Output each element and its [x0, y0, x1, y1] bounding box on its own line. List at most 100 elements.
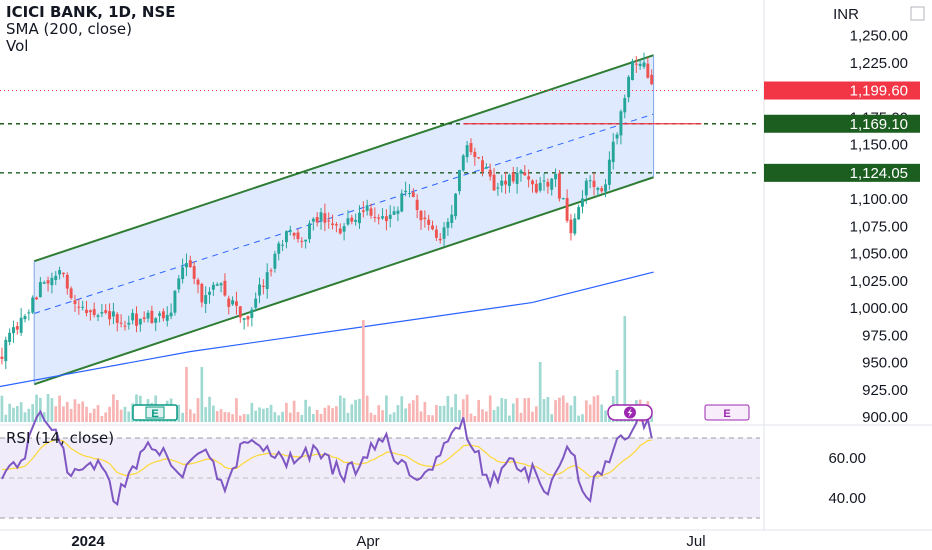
candle-body — [281, 244, 285, 246]
price-axis[interactable]: INR 900.00 925.00 950.00 975.00 1,000.00 1,025… — [764, 6, 925, 507]
candle-body — [196, 279, 200, 285]
price-tick-label: 1,075.00 — [850, 218, 908, 235]
last-price-tag-text: 1,199.60 — [850, 83, 908, 100]
price-tick-label: 1,100.00 — [850, 191, 908, 208]
candle-body — [623, 98, 627, 113]
upcoming-earnings-marker[interactable]: E — [704, 404, 750, 421]
candle-body — [507, 174, 511, 186]
candle-body — [415, 199, 419, 211]
candle-body — [327, 220, 331, 222]
volume-bar — [204, 407, 208, 422]
volume-bar — [392, 412, 396, 422]
sma-legend-label[interactable]: SMA (200, close) — [6, 20, 132, 38]
candle-body — [423, 217, 427, 220]
volume-bar — [377, 405, 381, 422]
volume-bar — [542, 399, 546, 422]
candle-body — [404, 190, 408, 193]
candle-body — [169, 312, 173, 317]
axis-settings-icon[interactable] — [910, 6, 925, 21]
volume-bar — [292, 400, 296, 422]
rsi-legend-label[interactable]: RSI (14, close) — [6, 429, 115, 447]
volume-bar — [77, 403, 81, 422]
candle-body — [254, 298, 258, 308]
candle-body — [365, 205, 369, 211]
price-tick-label: 1,250.00 — [850, 28, 908, 45]
last-price-tag[interactable]: 1,199.60 — [764, 81, 920, 100]
parallel-channel[interactable] — [33, 54, 655, 386]
volume-bar — [15, 406, 19, 422]
candle-body — [446, 221, 450, 228]
volume-bar — [546, 396, 550, 422]
candle-body — [584, 180, 588, 196]
time-axis[interactable]: 2024 Apr Jul — [71, 533, 705, 550]
candle-body — [73, 300, 77, 304]
candle-body — [358, 212, 361, 224]
volume-bar — [523, 398, 527, 422]
time-tick-label: 2024 — [71, 533, 105, 550]
candle-body — [477, 157, 481, 159]
candle-body — [411, 192, 415, 197]
candle-body — [238, 306, 242, 318]
candle-body — [135, 313, 138, 326]
candle-body — [54, 275, 58, 280]
dividend-marker[interactable] — [607, 404, 653, 421]
vol-legend-label[interactable]: Vol — [6, 37, 29, 55]
volume-bar — [23, 412, 27, 422]
resistance-price-tag[interactable]: 1,169.10 — [764, 114, 920, 133]
volume-bar — [558, 397, 561, 422]
volume-bar — [115, 400, 119, 422]
candle-body — [211, 284, 215, 290]
volume-bar — [531, 411, 534, 422]
volume-bar — [215, 411, 219, 422]
candle-body — [88, 310, 92, 313]
candle-body — [534, 183, 538, 193]
channel-middle-line[interactable] — [34, 113, 654, 314]
support-price-tag[interactable]: 1,124.05 — [764, 163, 920, 182]
candle-body — [277, 243, 281, 254]
channel-lower-line[interactable] — [33, 176, 654, 386]
channel-upper-line[interactable] — [33, 54, 654, 263]
price-tick-label: 925.00 — [862, 382, 908, 399]
volume-bar — [212, 405, 215, 422]
symbol-title[interactable]: ICICI BANK, 1D, NSE — [6, 3, 176, 21]
volume-bar — [534, 406, 538, 422]
volume-bar — [438, 405, 442, 422]
volume-bar — [604, 410, 607, 422]
volume-bar — [327, 405, 331, 422]
horizontal-levels[interactable] — [0, 90, 760, 174]
volume-bar — [561, 395, 565, 422]
candle-body — [392, 211, 396, 215]
volume-bar — [431, 415, 434, 422]
candle-body — [500, 180, 504, 186]
volume-bar — [435, 405, 438, 422]
candle-body — [377, 217, 381, 219]
candle-body — [465, 145, 469, 158]
candle-body — [342, 226, 346, 232]
candle-body — [261, 285, 265, 287]
candle-body — [31, 297, 35, 313]
volume-bar — [89, 413, 92, 422]
volume-bar — [508, 415, 511, 422]
volume-bar — [592, 396, 596, 422]
candle-body — [373, 217, 377, 219]
volume-bar — [581, 414, 584, 422]
time-tick-label: Apr — [356, 533, 379, 550]
candle-body — [619, 111, 623, 136]
candle-body — [185, 263, 188, 268]
volume-bar — [223, 412, 227, 422]
candle-body — [215, 284, 219, 286]
price-tick-label: 1,050.00 — [850, 246, 908, 263]
volume-bar — [331, 408, 334, 422]
candle-body — [577, 207, 581, 220]
volume-bar — [500, 398, 504, 422]
candle-body — [42, 282, 46, 284]
volume-bar — [112, 394, 115, 422]
earnings-marker[interactable]: E — [132, 404, 178, 421]
candle-body — [546, 181, 550, 187]
volume-bar — [369, 412, 373, 422]
volume-bar — [192, 413, 196, 422]
chart-legend: ICICI BANK, 1D, NSE SMA (200, close) Vol — [6, 4, 176, 55]
candle-body — [646, 63, 650, 78]
